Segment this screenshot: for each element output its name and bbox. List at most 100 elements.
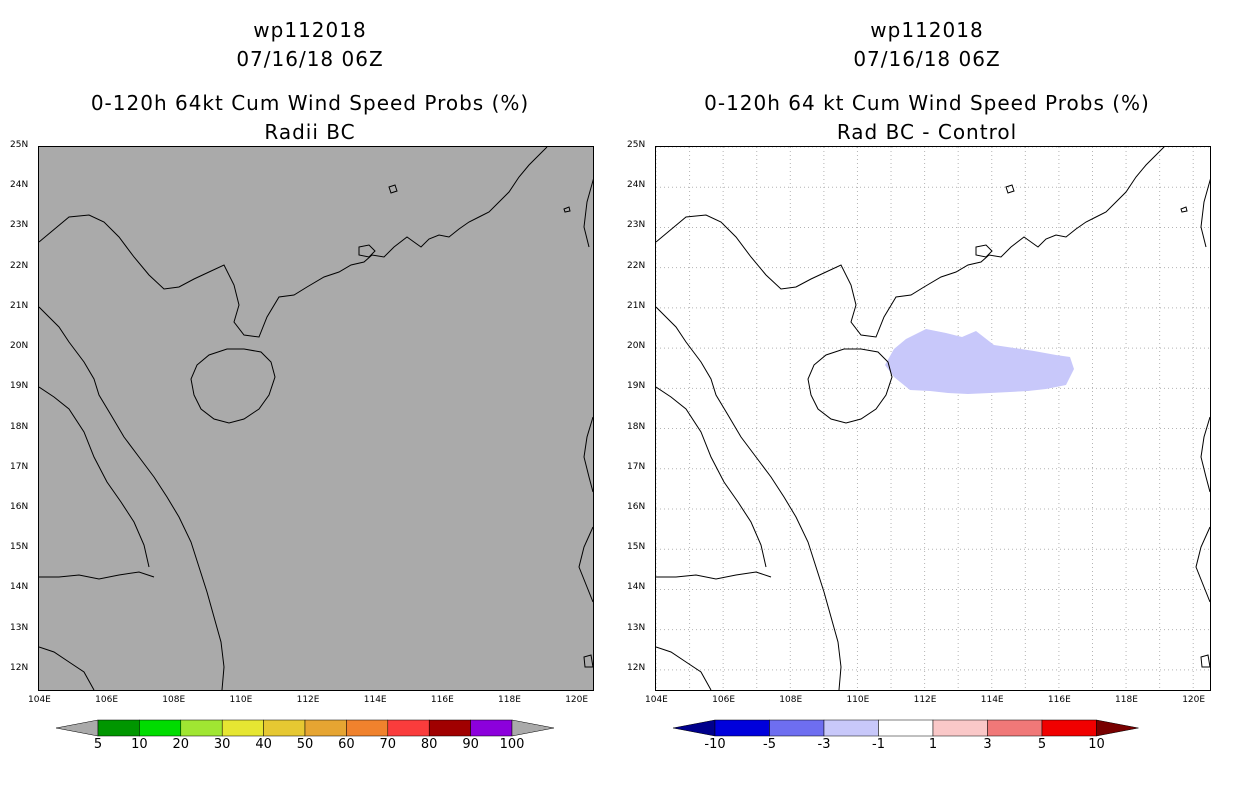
lat-tick-label: 18N xyxy=(627,421,646,432)
coastline-path xyxy=(1005,184,1015,194)
coastline-path xyxy=(975,244,993,258)
lat-tick-label: 12N xyxy=(627,662,646,673)
colorbar-end-low xyxy=(673,719,716,737)
coastline-path xyxy=(39,646,95,690)
coastline-path xyxy=(1200,654,1210,668)
lon-tick-label: 108E xyxy=(162,695,186,705)
lon-tick-label: 120E xyxy=(1182,695,1206,705)
colorbar-label: 50 xyxy=(296,737,314,752)
coastline-path xyxy=(563,206,571,213)
colorbar-label: -1 xyxy=(872,737,885,752)
coastline-path xyxy=(583,654,593,668)
colorbar-label: 80 xyxy=(420,737,438,752)
lon-tick-label: 120E xyxy=(565,695,589,705)
right-map xyxy=(655,146,1211,691)
colorbar-swatch xyxy=(714,719,770,737)
lon-tick-label: 118E xyxy=(498,695,521,705)
coastline-path xyxy=(1180,206,1188,213)
colorbar-label: 5 xyxy=(93,737,103,752)
colorbar-swatch xyxy=(1041,719,1097,737)
lat-tick-label: 16N xyxy=(627,502,646,512)
right-coastlines xyxy=(656,147,1210,690)
lat-tick-label: 21N xyxy=(10,300,29,311)
coastline-path xyxy=(656,306,842,690)
lat-tick-label: 23N xyxy=(627,220,646,231)
lat-tick-label: 13N xyxy=(10,622,29,633)
coastline-path xyxy=(358,244,376,258)
lon-tick-label: 108E xyxy=(779,695,803,705)
lat-tick-label: 24N xyxy=(10,180,29,191)
lat-tick-label: 22N xyxy=(10,260,29,271)
colorbar-swatch xyxy=(304,719,347,737)
lat-tick-label: 14N xyxy=(10,582,29,593)
colorbar-label: -5 xyxy=(763,737,776,752)
coastline-path xyxy=(807,348,893,424)
colorbar-swatch xyxy=(987,719,1043,737)
lat-tick-label: 16N xyxy=(10,502,29,512)
right-map-svg xyxy=(656,147,1210,690)
lat-tick-label: 13N xyxy=(627,622,646,633)
colorbar-swatch xyxy=(428,719,471,737)
right-colorbar xyxy=(673,719,1139,737)
coastline-path xyxy=(1200,178,1210,248)
colorbar-end-low xyxy=(56,719,99,737)
colorbar-label: 3 xyxy=(983,737,992,752)
coastline-path xyxy=(656,386,767,568)
colorbar-label: 10 xyxy=(131,737,148,752)
lon-tick-label: 112E xyxy=(913,695,937,705)
coastline-path xyxy=(656,571,772,580)
colorbar-swatch xyxy=(221,719,264,737)
coastline-path xyxy=(656,147,1165,338)
colorbar-label: 100 xyxy=(499,737,525,752)
colorbar-swatch xyxy=(932,719,988,737)
prob-area-shape xyxy=(885,329,1074,394)
lat-tick-label: 18N xyxy=(10,421,29,432)
coastline-path xyxy=(656,646,712,690)
colorbar-label: 70 xyxy=(379,737,397,752)
left-subtitle: Radii BC xyxy=(264,120,356,144)
colorbar-swatch xyxy=(180,719,223,737)
coastline-path xyxy=(578,526,593,603)
lat-tick-label: 17N xyxy=(627,461,646,472)
coastline-path xyxy=(39,147,548,338)
coastline-path xyxy=(1200,416,1210,493)
coastline-path xyxy=(39,571,155,580)
colorbar-label: 40 xyxy=(255,737,272,752)
lat-tick-label: 19N xyxy=(10,381,29,392)
lat-tick-label: 17N xyxy=(10,461,29,472)
colorbar-swatch xyxy=(470,719,513,737)
colorbar-swatch xyxy=(139,719,182,737)
lon-tick-label: 116E xyxy=(430,695,454,705)
left-title: 0-120h 64kt Cum Wind Speed Probs (%) xyxy=(90,91,530,115)
left-datetime: 07/16/18 06Z xyxy=(236,47,384,71)
colorbar-end-high xyxy=(1096,719,1139,737)
coastline-path xyxy=(388,184,398,194)
lat-tick-label: 23N xyxy=(10,220,29,231)
lat-tick-label: 22N xyxy=(627,260,646,271)
left-colorbar xyxy=(56,719,555,737)
lon-tick-label: 110E xyxy=(846,695,870,705)
colorbar-label: 30 xyxy=(213,737,231,752)
lon-tick-label: 106E xyxy=(712,695,736,705)
coastline-path xyxy=(583,416,593,493)
lon-tick-label: 104E xyxy=(28,695,51,705)
right-map-background xyxy=(656,147,1210,690)
right-title: 0-120h 64 kt Cum Wind Speed Probs (%) xyxy=(704,91,1150,115)
lat-tick-label: 21N xyxy=(627,300,646,311)
colorbar-swatch xyxy=(823,719,879,737)
lat-tick-label: 15N xyxy=(10,542,29,553)
colorbar-label: 60 xyxy=(338,737,355,752)
colorbar-label: -3 xyxy=(817,737,831,752)
left-map xyxy=(38,146,594,691)
colorbar-swatch xyxy=(387,719,430,737)
lat-tick-label: 15N xyxy=(627,542,646,553)
colorbar-swatch xyxy=(878,719,934,737)
lat-tick-label: 14N xyxy=(627,582,646,593)
lon-tick-label: 118E xyxy=(1115,695,1138,705)
lat-tick-label: 25N xyxy=(10,140,29,150)
colorbar-label: 1 xyxy=(928,737,938,752)
coastline-path xyxy=(190,348,276,424)
lon-tick-label: 116E xyxy=(1047,695,1071,705)
right-datetime: 07/16/18 06Z xyxy=(853,47,1001,71)
colorbar-label: 20 xyxy=(172,737,190,752)
